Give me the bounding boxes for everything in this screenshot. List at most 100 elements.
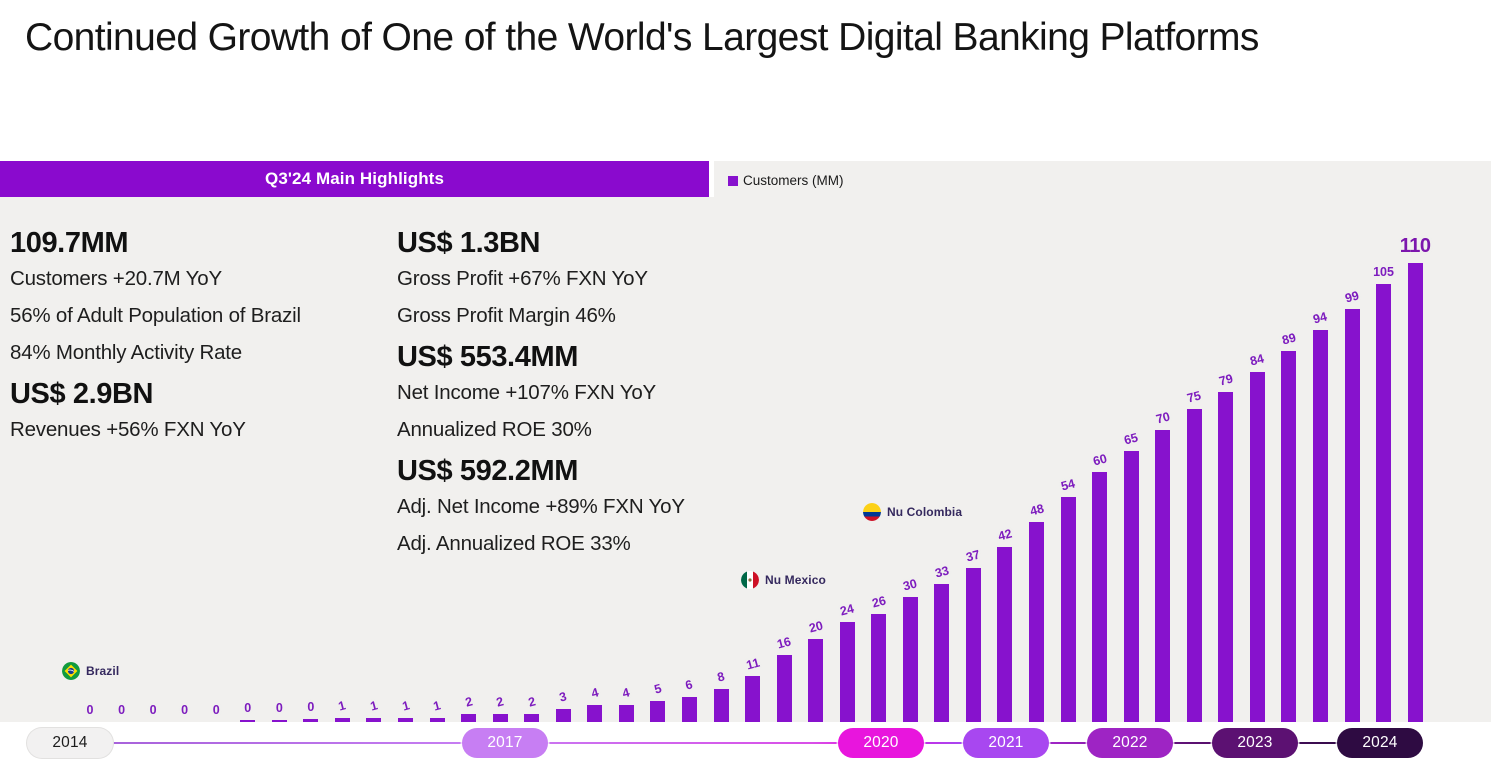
bar-value-label: 60	[1091, 451, 1109, 469]
stat-line: Gross Profit +67% FXN YoY	[397, 267, 648, 290]
bar	[1407, 263, 1423, 722]
stat-line: Net Income +107% FXN YoY	[397, 381, 657, 404]
bar	[587, 705, 603, 722]
bar	[1281, 351, 1297, 722]
bar	[1376, 284, 1392, 722]
bar	[303, 719, 319, 722]
bar-value-label: 0	[275, 701, 283, 715]
bar	[398, 718, 413, 722]
bar	[1060, 497, 1076, 722]
bar-chart: 0 0 0 0 0 0 0 0 1 1 1 1 2 2 2 3 4 4 5 6 8 11 16 20 24 26 30 33 37 42 4…	[0, 161, 1491, 722]
bar	[366, 718, 382, 722]
bar-value-label: 84	[1248, 351, 1266, 369]
bar	[492, 714, 508, 722]
bar	[1344, 309, 1360, 722]
bar	[271, 720, 287, 722]
stats-column-middle: US$ 1.3BN Gross Profit +67% FXN YoY Gross …	[397, 227, 727, 569]
bar-value-label: 54	[1059, 476, 1077, 494]
stat-value: US$ 592.2MM	[397, 455, 578, 487]
bar	[871, 614, 887, 722]
stat-group: 109.7MM Customers +20.7M YoY 56% of Adult …	[10, 227, 392, 365]
bar	[461, 714, 477, 722]
bar	[934, 584, 950, 722]
stat-line: Annualized ROE 30%	[397, 418, 592, 441]
highlights-banner: Q3'24 Main Highlights	[0, 161, 714, 197]
bar	[1186, 409, 1202, 722]
timeline-pill-2020: 2020	[838, 728, 924, 758]
page-title: Continued Growth of One of the World's L…	[25, 16, 1259, 59]
bar	[776, 655, 792, 722]
highlights-banner-label: Q3'24 Main Highlights	[265, 169, 444, 188]
bar	[1029, 522, 1044, 722]
bar-value-label: 42	[996, 526, 1014, 544]
bar	[1312, 330, 1328, 722]
bar	[713, 689, 729, 722]
bar	[240, 720, 256, 722]
chart-legend: Customers (MM)	[728, 173, 844, 188]
country-annotation-label: Nu Mexico	[765, 573, 826, 587]
bar	[1155, 430, 1171, 722]
bar	[429, 718, 445, 722]
bar-value-label: 0	[149, 703, 157, 717]
stat-line: 84% Monthly Activity Rate	[10, 341, 242, 364]
bar	[618, 705, 634, 722]
stat-line: 56% of Adult Population of Brazil	[10, 304, 301, 327]
bar-value-label: 11	[744, 655, 761, 673]
bar-value-label: 110	[1399, 235, 1431, 257]
country-annotation: Nu Colombia	[863, 503, 962, 521]
timeline-pill-2024: 2024	[1337, 728, 1423, 758]
stat-line: Customers +20.7M YoY	[10, 267, 222, 290]
stat-line: Adj. Annualized ROE 33%	[397, 532, 631, 555]
country-annotation: Brazil	[62, 662, 119, 680]
bar	[555, 709, 571, 722]
bar	[965, 568, 981, 722]
bar-value-label: 48	[1027, 501, 1046, 519]
timeline-pill-2017: 2017	[462, 728, 548, 758]
bar	[745, 676, 761, 722]
bar	[681, 697, 697, 722]
timeline-pill-2023: 2023	[1212, 728, 1298, 758]
bar-value-label: 0	[86, 703, 94, 717]
bar-value-label: 89	[1280, 330, 1298, 348]
bar-value-label: 0	[244, 701, 252, 715]
bar	[902, 597, 918, 722]
bar	[1092, 472, 1108, 722]
country-annotation: Nu Mexico	[741, 571, 826, 589]
stat-value: US$ 2.9BN	[10, 378, 154, 410]
bar	[524, 714, 540, 722]
legend-swatch-icon	[728, 175, 738, 186]
stat-line: Gross Profit Margin 46%	[397, 304, 616, 327]
bar-value-label: 0	[307, 700, 315, 714]
bar	[1218, 392, 1234, 722]
bar	[334, 718, 350, 722]
stat-group: US$ 2.9BN Revenues +56% FXN YoY	[10, 378, 392, 442]
bar	[997, 547, 1013, 722]
bar	[650, 701, 666, 722]
bar-value-label: 37	[964, 547, 982, 565]
bar-value-label: 0	[181, 703, 189, 717]
bar-value-label: 105	[1373, 265, 1394, 279]
stat-group: US$ 1.3BN Gross Profit +67% FXN YoY Gross …	[397, 227, 727, 328]
timeline-pill-2021: 2021	[963, 728, 1049, 758]
timeline-axis	[70, 742, 1420, 744]
bar-value-label: 70	[1154, 409, 1172, 427]
bar	[808, 639, 824, 722]
brazil-flag-icon	[62, 662, 80, 680]
mexico-flag-icon	[741, 571, 759, 589]
highlights-panel: Q3'24 Main Highlights Customers (MM) 109…	[0, 161, 1491, 722]
timeline-pill-2022: 2022	[1087, 728, 1173, 758]
bar	[1123, 451, 1139, 722]
stat-value: US$ 1.3BN	[397, 227, 541, 259]
stat-line: Revenues +56% FXN YoY	[10, 418, 246, 441]
country-annotation-label: Nu Colombia	[887, 505, 963, 519]
stat-group: US$ 592.2MM Adj. Net Income +89% FXN YoY A…	[397, 455, 727, 556]
stat-group: US$ 553.4MM Net Income +107% FXN YoY Annua…	[397, 341, 727, 442]
country-annotation-label: Brazil	[86, 664, 120, 678]
bar	[1249, 372, 1265, 722]
bar-value-label: 94	[1311, 309, 1329, 327]
colombia-flag-icon	[863, 503, 881, 521]
timeline-pill-2014: 2014	[27, 728, 113, 758]
legend-label: Customers (MM)	[743, 173, 844, 188]
bar-value-label: 0	[118, 703, 126, 717]
stat-value: US$ 553.4MM	[397, 341, 578, 373]
